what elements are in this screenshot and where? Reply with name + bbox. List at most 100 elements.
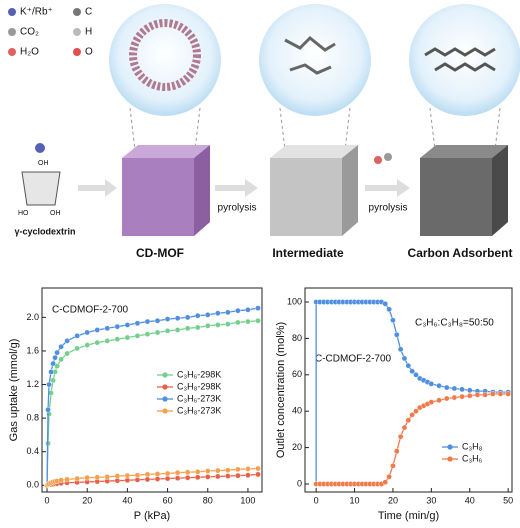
data-point — [245, 466, 251, 472]
x-tick-label: 50 — [503, 495, 513, 505]
cube-top — [270, 145, 358, 158]
o-icon — [73, 48, 81, 56]
data-point — [382, 301, 389, 307]
data-point — [386, 473, 392, 480]
data-point — [184, 469, 191, 476]
arrows: pyrolysis pyrolysis — [78, 153, 410, 214]
x-tick-label: 0 — [45, 495, 50, 505]
data-point — [74, 345, 80, 352]
x-tick-label: 40 — [122, 495, 132, 505]
data-point — [443, 384, 450, 391]
data-point — [245, 318, 251, 325]
data-point — [64, 476, 70, 483]
legend-text: C — [85, 7, 92, 18]
data-point — [124, 472, 131, 479]
data-point — [74, 475, 80, 482]
data-point — [64, 350, 70, 357]
group-label: OH — [50, 210, 61, 217]
data-point — [144, 318, 151, 325]
legend-marker — [447, 444, 453, 450]
data-point — [235, 466, 241, 473]
data-point — [204, 474, 211, 480]
bubble — [259, 4, 371, 116]
data-point — [114, 336, 121, 343]
data-point — [144, 471, 151, 478]
data-point — [154, 471, 161, 477]
cubes: CD-MOF Intermediate Carbon Adsorbent — [122, 145, 512, 260]
data-point — [114, 473, 121, 479]
data-point — [124, 322, 131, 328]
legend-label: C₃H₈-298K — [177, 381, 221, 391]
arrow — [215, 179, 258, 197]
data-point — [497, 391, 504, 397]
cube-front — [420, 158, 492, 236]
atom-legend: K⁺/Rb⁺ C CO₂ H H₂O O — [8, 7, 93, 58]
data-point — [405, 362, 412, 369]
cube-top — [122, 145, 210, 158]
legend-marker — [162, 396, 168, 402]
legend-label: C₃H₈ — [462, 441, 483, 451]
series-line — [46, 307, 259, 486]
x-tick-label: 20 — [388, 495, 398, 505]
data-point — [482, 392, 488, 398]
data-point — [474, 392, 481, 398]
x-tick-label: 40 — [465, 495, 475, 505]
bubbles — [109, 4, 520, 151]
cyclodextrin: OH HO OH γ-cyclodextrin — [14, 143, 76, 236]
y-tick-label: 0 — [297, 478, 302, 488]
data-point — [505, 391, 511, 397]
legend-text: H — [85, 27, 92, 38]
data-point — [401, 355, 408, 362]
x-tick-label: 20 — [82, 495, 92, 505]
data-point — [386, 306, 392, 313]
graphene — [424, 47, 496, 72]
data-point — [154, 476, 161, 482]
annotation: C-CDMOF-2-700 — [52, 305, 129, 316]
data-point — [436, 397, 442, 404]
data-point — [94, 474, 101, 481]
data-point — [204, 322, 211, 329]
bubble — [109, 4, 221, 116]
cube-top — [420, 145, 508, 158]
legend-label: C₃H₆ — [462, 453, 483, 463]
subtitle: C₃H₆:C₃H₈=50:50 — [415, 318, 494, 329]
data-point — [84, 342, 91, 348]
y-tick-label: 0.4 — [26, 446, 39, 456]
data-point — [255, 305, 261, 311]
data-point — [54, 349, 60, 356]
data-point — [154, 329, 161, 336]
data-point — [214, 322, 221, 328]
x-tick-label: 0 — [314, 495, 319, 505]
data-point — [58, 343, 64, 350]
data-point — [144, 331, 151, 337]
data-point — [64, 338, 70, 344]
data-point — [174, 475, 181, 481]
c-icon — [73, 8, 81, 16]
data-point — [164, 470, 171, 477]
y-tick-label: 20 — [292, 442, 302, 452]
legend-label: C₃H₆-273K — [177, 393, 221, 403]
data-point — [52, 354, 58, 361]
data-point — [401, 424, 408, 431]
data-point — [174, 315, 181, 322]
x-tick-label: 10 — [350, 495, 360, 505]
ring-structure — [129, 19, 201, 91]
data-point — [405, 417, 412, 424]
data-point — [245, 472, 251, 479]
data-point — [390, 317, 396, 324]
arrow-label: pyrolysis — [218, 203, 257, 214]
data-point — [235, 472, 241, 479]
cone — [21, 171, 61, 206]
series-line — [316, 393, 509, 485]
data-point — [164, 328, 171, 334]
stage-label: CD-MOF — [136, 246, 184, 260]
data-point — [174, 469, 181, 476]
group-label: HO — [18, 210, 29, 217]
y-tick-label: 40 — [292, 406, 302, 416]
data-point — [214, 310, 221, 316]
data-point — [124, 334, 131, 341]
legend-marker — [447, 456, 453, 462]
data-point — [144, 476, 151, 483]
y-tick-label: 0.0 — [26, 480, 39, 490]
